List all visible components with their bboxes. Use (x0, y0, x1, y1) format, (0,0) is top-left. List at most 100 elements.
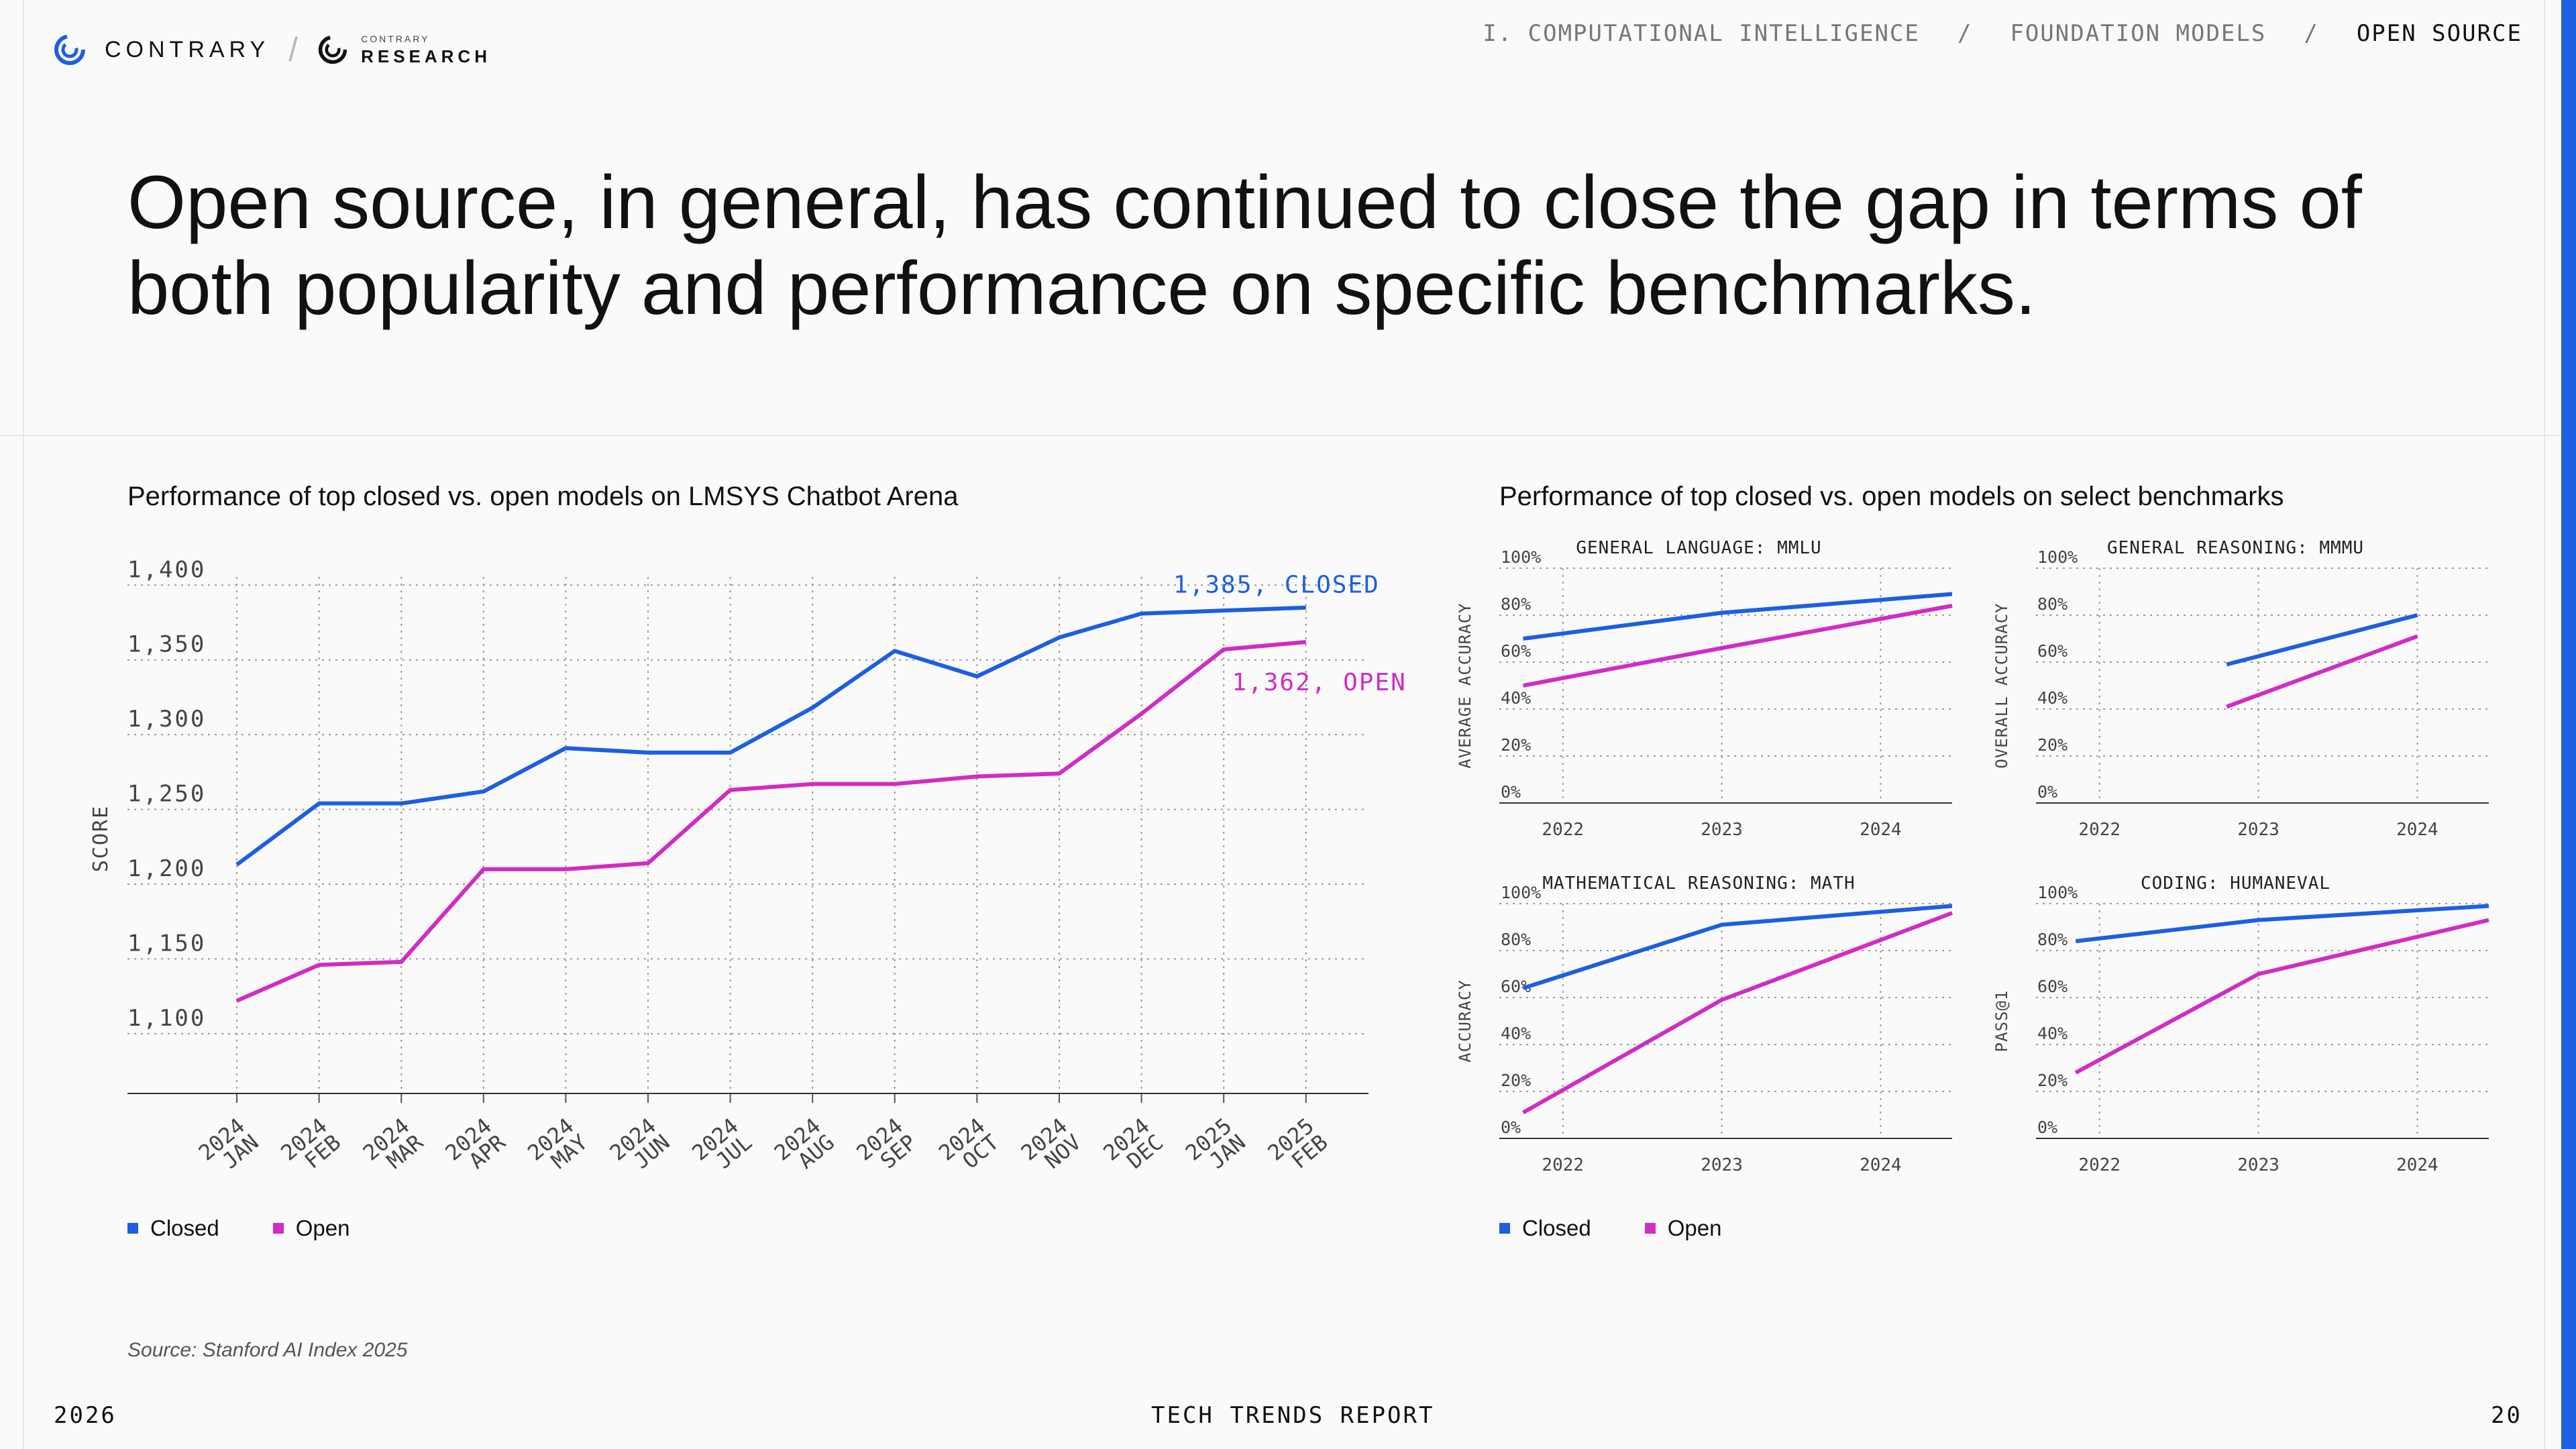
x-tick-label: 2024NOV (1016, 1113, 1086, 1182)
y-tick-label: 80% (1501, 930, 1531, 949)
open-swatch (1644, 1223, 1656, 1234)
breadcrumb-item-open-source[interactable]: OPEN SOURCE (2356, 20, 2522, 47)
y-tick-label: 1,100 (127, 1005, 206, 1032)
legend-item-closed[interactable]: Closed (127, 1216, 219, 1241)
x-tick-label: 2024MAR (358, 1113, 429, 1183)
series-line-closed (2075, 904, 2489, 943)
brand-header: CONTRARY / CONTRARY RESEARCH (52, 30, 491, 70)
legend-label-open: Open (1667, 1216, 1722, 1240)
y-tick-label: 1,300 (127, 706, 206, 733)
left-page-rule (23, 0, 24, 1449)
mmmu-chart: GENERAL REASONING: MMMU 100% 80% 60% 40% 20% 0… (1992, 538, 2489, 840)
y-tick-label: 80% (2037, 594, 2068, 614)
brand-separator: / (288, 31, 299, 68)
x-tick-label: 2022 (2078, 1155, 2121, 1175)
x-tick-label: 2024MAY (523, 1113, 592, 1182)
y-tick-label: 0% (2037, 1118, 2057, 1137)
left-legend: Closed Open (127, 1216, 350, 1241)
y-tick-label: 100% (2037, 883, 2078, 902)
y-tick-label: 0% (1501, 782, 1521, 802)
x-tick-label: 2024FEB (276, 1113, 345, 1182)
contrary-mark-icon (54, 34, 85, 65)
breadcrumb-separator: / (2304, 20, 2319, 47)
x-tick-label: 2024SEP (851, 1113, 921, 1182)
header-divider (0, 435, 2561, 436)
x-tick-label: 2023 (2237, 1155, 2279, 1175)
math-chart: MATHEMATICAL REASONING: MATH100%80%60%40… (1456, 873, 1953, 1175)
y-axis-label: AVERAGE ACCURACY (1456, 602, 1474, 768)
x-tick-label: 2024OCT (934, 1113, 1004, 1182)
series-line-open (1522, 911, 1953, 1115)
x-tick-label: 2025JAN (1181, 1113, 1250, 1182)
y-tick-label: 40% (1501, 688, 1531, 708)
x-tick-label: 2022 (2078, 820, 2121, 840)
breadcrumb-item-foundation-models[interactable]: FOUNDATION MODELS (2010, 20, 2267, 47)
x-tick-label: 2024AUG (769, 1113, 839, 1182)
x-tick-label: 2024JUL (687, 1113, 757, 1182)
y-tick-label: 60% (1501, 641, 1531, 661)
x-tick-label: 2022 (1542, 820, 1584, 840)
research-mark-icon (318, 35, 347, 64)
y-tick-label: 40% (2037, 688, 2068, 708)
x-tick-label: 2024JAN (194, 1113, 264, 1182)
y-tick-label: 100% (1501, 883, 1541, 902)
y-tick-label: 20% (2037, 1071, 2068, 1090)
right-panel-title: Performance of top closed vs. open model… (1499, 482, 2284, 511)
y-axis-label: ACCURACY (1456, 979, 1474, 1063)
benchmark-title: GENERAL LANGUAGE: MMLU (1576, 538, 1821, 558)
y-axis-label: OVERALL ACCURACY (1992, 602, 2011, 768)
y-tick-label: 60% (2037, 977, 2068, 996)
breadcrumb-separator: / (1957, 20, 1973, 47)
legend-label-closed: Closed (1522, 1216, 1591, 1240)
x-tick-label: 2024 (1860, 820, 1902, 840)
research-logo[interactable]: CONTRARY RESEARCH (317, 34, 491, 66)
y-tick-label: 0% (1501, 1118, 1521, 1137)
x-tick-label: 2024 (1860, 1155, 1902, 1175)
y-tick-label: 80% (2037, 930, 2068, 949)
accent-bar (2561, 0, 2576, 1449)
right-page-rule (2544, 0, 2545, 1449)
footer-report-name: TECH TRENDS REPORT (1151, 1402, 1435, 1429)
series-line-closed (1522, 904, 1953, 990)
series-line-open (235, 639, 1307, 1003)
footer-page-number: 20 (2491, 1402, 2522, 1429)
breadcrumb-item-computational-intelligence[interactable]: I. COMPUTATIONAL INTELLIGENCE (1483, 20, 1920, 47)
mmlu-chart: GENERAL LANGUAGE: MMLU 100% 80% 60% 40% 20% 0%… (1456, 538, 1953, 840)
y-tick-label: 20% (1501, 1071, 1531, 1090)
source-note: Source: Stanford AI Index 2025 (127, 1339, 408, 1361)
research-small-label: CONTRARY (361, 34, 430, 44)
x-tick-label: 2024DEC (1098, 1113, 1168, 1182)
x-tick-label: 2024APR (440, 1113, 511, 1183)
x-tick-label: 2024 (2396, 1155, 2438, 1175)
legend-item-open[interactable]: Open (272, 1216, 350, 1241)
y-axis-label: SCORE (89, 805, 113, 872)
x-tick-label: 2024 (2396, 820, 2438, 840)
legend-item-open[interactable]: Open (1644, 1216, 1722, 1241)
legend-item-closed[interactable]: Closed (1499, 1216, 1591, 1241)
footer-year: 2026 (54, 1402, 117, 1429)
y-tick-label: 1,200 (127, 855, 206, 882)
closed-swatch (1499, 1223, 1510, 1234)
y-tick-label: 40% (1501, 1024, 1531, 1043)
contrary-logo[interactable]: CONTRARY (52, 32, 270, 67)
x-tick-label: 2024JUN (605, 1113, 675, 1182)
x-tick-label: 2023 (2237, 820, 2279, 840)
y-tick-label: 1,150 (127, 930, 206, 957)
closed-end-label: 1,385, CLOSED (1173, 572, 1380, 599)
y-axis-label: PASS@1 (1992, 990, 2011, 1053)
y-tick-label: 80% (1501, 594, 1531, 614)
legend-label-closed: Closed (150, 1216, 219, 1240)
y-tick-label: 100% (1501, 547, 1541, 567)
open-swatch (272, 1223, 284, 1234)
x-tick-label: 2023 (1701, 820, 1743, 840)
series-line-open (1522, 604, 1953, 688)
brand-name: CONTRARY (105, 36, 270, 62)
y-tick-label: 1,250 (127, 781, 206, 808)
y-tick-label: 1,400 (127, 556, 206, 583)
y-tick-label: 1,350 (127, 631, 206, 658)
page-headline: Open source, in general, has continued t… (127, 160, 2362, 330)
right-legend: Closed Open (1499, 1216, 1721, 1241)
arena-line-chart: 1,400 1,350 1,300 1,250 1,200 1,150 1,100 2024J… (89, 556, 1405, 1183)
y-tick-label: 100% (2037, 547, 2078, 567)
series-line-closed (235, 605, 1306, 867)
